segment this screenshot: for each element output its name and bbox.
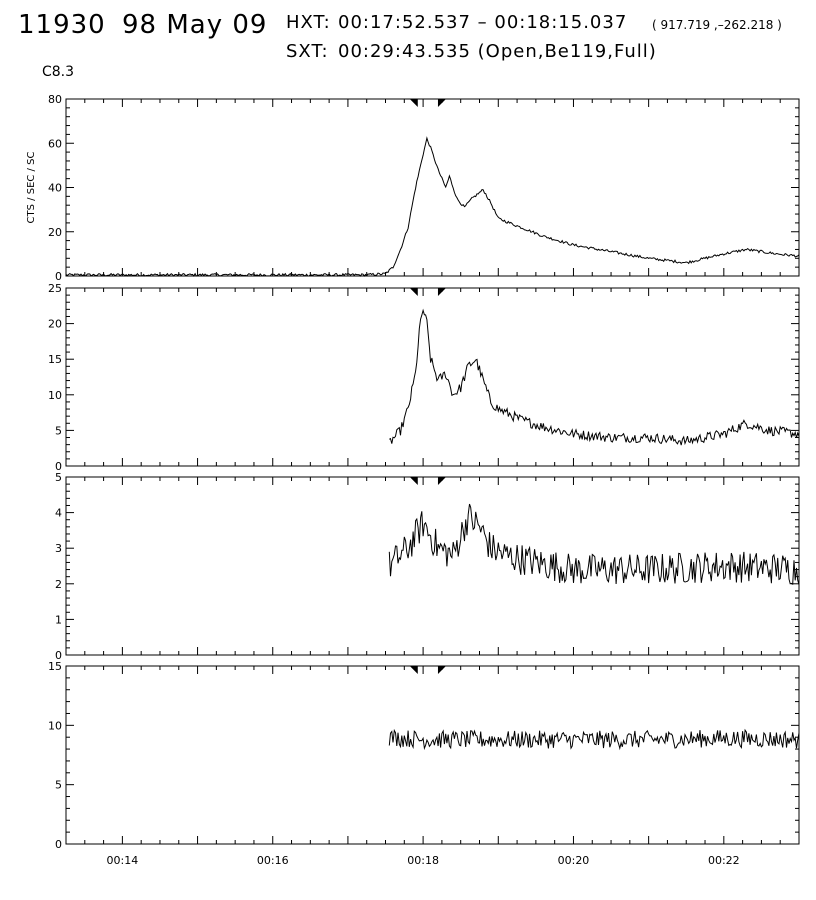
hxt-start-marker: [409, 477, 418, 485]
panel-4-ytick-label: 0: [55, 838, 62, 851]
x-tick-label: 00:20: [558, 854, 590, 867]
hxt-end-marker: [437, 666, 446, 674]
panel-4-ytick-label: 10: [48, 719, 62, 732]
panel-4-series-line: [388, 728, 800, 751]
panel-1-ytick-label: 60: [48, 137, 62, 150]
panel-3-frame: [65, 476, 800, 656]
panel-3-ytick-label: 3: [55, 542, 62, 555]
hxt-start-marker: [409, 666, 418, 674]
panel-1-series-line: [65, 136, 800, 277]
panel-3-series-line: [388, 503, 800, 585]
panel-4-ytick-label: 5: [55, 779, 62, 792]
panel-4-ytick-label: 15: [48, 660, 62, 673]
panel-1-frame: [65, 98, 800, 277]
hxt-start-marker: [409, 288, 418, 296]
goes-class: C8.3: [42, 64, 75, 80]
panel-3-ytick-label: 2: [55, 578, 62, 591]
hxt-time-range: 00:17:52.537 – 00:18:15.037: [338, 12, 628, 33]
flare-id: 11930: [18, 10, 106, 40]
panel-1-ytick-label: 20: [48, 226, 62, 239]
hxt-end-marker: [437, 477, 446, 485]
panel-2-ytick-label: 25: [48, 282, 62, 295]
hxt-label: HXT:: [286, 12, 331, 33]
sxt-label: SXT:: [286, 41, 329, 62]
panel-3-ytick-label: 0: [55, 649, 62, 662]
hxt-end-marker: [437, 288, 446, 296]
sxt-info: 00:29:43.535 (Open,Be119,Full): [338, 41, 657, 62]
panel-2-ytick-label: 15: [48, 353, 62, 366]
hxt-start-marker: [409, 99, 418, 107]
panel-2-ytick-label: 5: [55, 424, 62, 437]
panel-1-ytick-label: 40: [48, 182, 62, 195]
panel-2-ytick-label: 20: [48, 318, 62, 331]
observation-date: 98 May 09: [122, 10, 268, 40]
panel-3-ytick-label: 5: [55, 471, 62, 484]
panel-2-series-line: [389, 308, 800, 446]
panel-3-ytick-label: 4: [55, 507, 62, 520]
panel-3-ytick-label: 1: [55, 613, 62, 626]
panel-2-frame: [65, 287, 800, 467]
x-tick-label: 00:16: [257, 854, 289, 867]
panel-4-frame: [65, 665, 800, 845]
panel-1-ytick-label: 0: [55, 270, 62, 283]
y-axis-label: CTS / SEC / SC: [26, 152, 37, 224]
x-tick-label: 00:14: [107, 854, 139, 867]
panel-2-ytick-label: 10: [48, 389, 62, 402]
panel-1-ytick-label: 80: [48, 93, 62, 106]
hxt-end-marker: [437, 99, 446, 107]
pointing-coordinates: ( 917.719 ,–262.218 ): [652, 18, 782, 32]
x-tick-label: 00:22: [708, 854, 740, 867]
x-tick-label: 00:18: [407, 854, 439, 867]
panel-2-ytick-label: 0: [55, 460, 62, 473]
